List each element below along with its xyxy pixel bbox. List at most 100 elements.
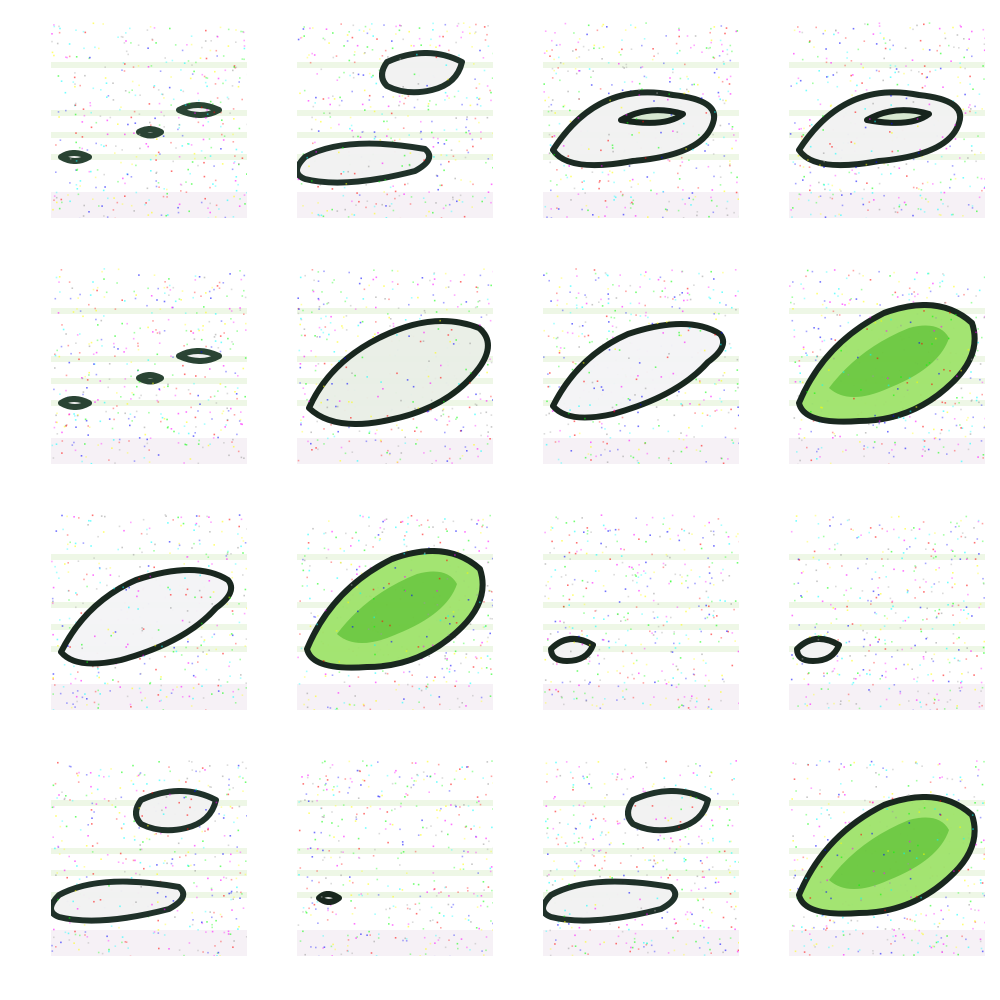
noise-speck <box>801 381 804 384</box>
noise-speck <box>405 545 408 548</box>
noise-speck <box>873 661 875 664</box>
noise-speck <box>163 188 165 190</box>
noise-speck <box>200 636 203 638</box>
noise-speck <box>76 700 78 703</box>
noise-speck <box>863 455 865 458</box>
noise-speck <box>802 179 804 181</box>
noise-speck <box>950 558 953 561</box>
noise-speck <box>948 661 951 664</box>
noise-speck <box>584 294 586 296</box>
noise-speck <box>387 56 389 58</box>
noise-speck <box>632 662 635 665</box>
noise-speck <box>622 213 625 216</box>
noise-speck <box>602 703 604 706</box>
noise-speck <box>544 30 547 32</box>
noise-speck <box>240 423 242 425</box>
noise-speck <box>318 299 320 301</box>
noise-speck <box>863 448 865 450</box>
noise-speck <box>132 337 135 340</box>
noise-speck <box>443 143 446 145</box>
noise-speck <box>405 531 408 533</box>
noise-speck <box>336 707 338 710</box>
noise-speck <box>97 671 100 674</box>
noise-speck <box>130 42 132 44</box>
noise-speck <box>607 640 610 643</box>
noise-speck <box>386 451 388 454</box>
noise-speck <box>229 661 231 663</box>
noise-speck <box>727 458 729 460</box>
noise-speck <box>851 683 854 686</box>
noise-speck <box>215 402 218 404</box>
noise-speck <box>318 308 320 310</box>
noise-speck <box>984 315 985 318</box>
noise-speck <box>554 32 556 34</box>
noise-speck <box>868 423 870 426</box>
noise-speck <box>210 40 212 42</box>
noise-speck <box>183 462 185 464</box>
noise-speck <box>86 387 88 389</box>
noise-speck <box>446 424 449 426</box>
noise-speck <box>575 48 577 51</box>
noise-speck <box>445 64 448 66</box>
noise-speck <box>711 189 714 191</box>
noise-speck <box>640 574 643 576</box>
noise-speck <box>582 362 585 364</box>
noise-speck <box>961 427 964 429</box>
noise-speck <box>475 393 477 396</box>
noise-speck <box>877 587 879 589</box>
noise-speck <box>483 268 485 270</box>
noise-speck <box>75 426 77 428</box>
noise-speck <box>302 387 305 389</box>
noise-speck <box>817 55 819 58</box>
noise-speck <box>53 25 56 28</box>
noise-speck <box>318 214 321 217</box>
noise-speck <box>793 417 796 419</box>
noise-speck <box>862 645 865 648</box>
noise-speck <box>155 172 157 174</box>
noise-speck <box>143 445 146 448</box>
noise-speck <box>852 74 854 76</box>
noise-speck <box>705 47 708 49</box>
noise-speck <box>120 396 122 398</box>
noise-speck <box>202 651 204 653</box>
noise-speck <box>224 426 226 428</box>
noise-speck <box>349 74 351 77</box>
background-band <box>543 62 739 68</box>
noise-speck <box>699 641 702 643</box>
noise-speck <box>317 615 319 617</box>
noise-speck <box>735 30 737 33</box>
noise-speck <box>239 198 241 200</box>
noise-speck <box>67 562 69 564</box>
noise-speck <box>398 683 400 686</box>
noise-speck <box>186 588 189 591</box>
noise-speck <box>634 574 637 576</box>
noise-speck <box>233 161 236 163</box>
noise-speck <box>810 213 812 216</box>
noise-speck <box>921 73 923 75</box>
noise-speck <box>917 208 920 210</box>
noise-speck <box>548 412 550 415</box>
noise-speck <box>367 628 370 630</box>
noise-speck <box>690 204 692 206</box>
noise-speck <box>439 541 442 544</box>
noise-speck <box>400 452 403 454</box>
noise-speck <box>840 190 842 192</box>
noise-speck <box>124 133 126 136</box>
blob-fragment <box>176 102 222 118</box>
noise-speck <box>720 524 723 526</box>
noise-speck <box>392 185 394 187</box>
noise-speck <box>575 542 578 544</box>
noise-speck <box>314 141 316 144</box>
noise-speck <box>953 46 955 48</box>
noise-speck <box>233 162 235 164</box>
noise-speck <box>967 448 970 451</box>
noise-speck <box>619 54 622 56</box>
noise-speck <box>52 586 55 589</box>
noise-speck <box>708 605 710 608</box>
noise-speck <box>659 276 662 279</box>
sample-tile <box>543 268 739 464</box>
noise-speck <box>125 32 127 34</box>
noise-speck <box>106 96 108 98</box>
noise-speck <box>448 97 450 99</box>
noise-speck <box>131 392 133 394</box>
